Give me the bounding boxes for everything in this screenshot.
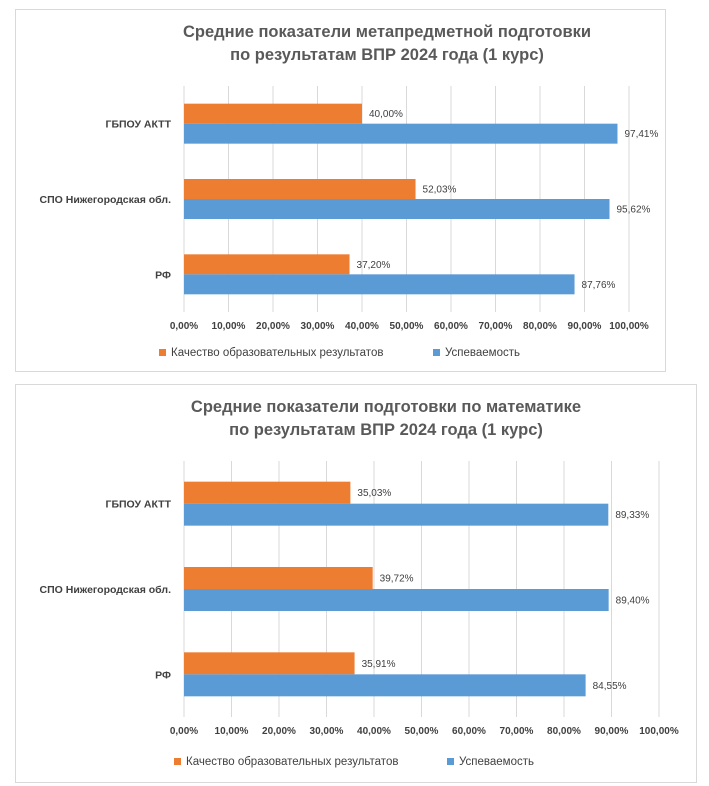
category-label: РФ xyxy=(155,269,171,281)
x-tick-label: 30,00% xyxy=(301,321,335,332)
x-tick-label: 40,00% xyxy=(345,321,379,332)
legend-label: Качество образовательных результатов xyxy=(186,756,398,768)
x-tick-label: 50,00% xyxy=(390,321,424,332)
x-tick-label: 0,00% xyxy=(170,726,198,737)
x-tick-label: 10,00% xyxy=(215,726,249,737)
bar-quality xyxy=(184,481,351,504)
x-tick-label: 90,00% xyxy=(568,321,602,332)
bar-success xyxy=(184,674,586,697)
data-label: 39,72% xyxy=(380,574,414,585)
category-label: СПО Нижегородская обл. xyxy=(40,194,172,206)
legend-label: Успеваемость xyxy=(445,347,520,359)
x-tick-label: 90,00% xyxy=(595,726,629,737)
data-label: 84,55% xyxy=(593,681,627,692)
x-tick-label: 0,00% xyxy=(170,321,198,332)
x-tick-label: 50,00% xyxy=(405,726,439,737)
bar-quality xyxy=(184,254,350,275)
x-tick-label: 80,00% xyxy=(523,321,557,332)
data-label: 95,62% xyxy=(617,205,651,216)
data-label: 52,03% xyxy=(423,185,457,196)
x-tick-label: 20,00% xyxy=(256,321,290,332)
data-label: 89,33% xyxy=(615,510,649,521)
x-tick-label: 80,00% xyxy=(547,726,581,737)
x-tick-label: 20,00% xyxy=(262,726,296,737)
data-label: 35,03% xyxy=(357,488,391,499)
x-tick-label: 100,00% xyxy=(639,726,679,737)
category-label: ГБПОУ АКТТ xyxy=(106,119,172,131)
legend-swatch-success xyxy=(433,349,440,356)
data-label: 97,41% xyxy=(624,129,658,140)
bar-success xyxy=(184,589,609,611)
category-label: СПО Нижегородская обл. xyxy=(40,584,172,596)
x-tick-label: 70,00% xyxy=(500,726,534,737)
legend-swatch-quality xyxy=(174,758,181,765)
bar-success xyxy=(184,199,610,219)
x-tick-label: 60,00% xyxy=(452,726,486,737)
legend-label: Успеваемость xyxy=(459,756,534,768)
legend-label: Качество образовательных результатов xyxy=(171,347,383,359)
chart-title-line-1: Средние показатели метапредметной подгот… xyxy=(183,23,591,41)
category-label: РФ xyxy=(155,669,171,681)
chart-title-line-2: по результатам ВПР 2024 года (1 курс) xyxy=(230,46,544,64)
x-tick-label: 40,00% xyxy=(357,726,391,737)
chart-math-svg: Средние показатели подготовки по математ… xyxy=(40,398,679,768)
data-label: 40,00% xyxy=(369,109,403,120)
bar-success xyxy=(184,503,609,526)
category-label: ГБПОУ АКТТ xyxy=(106,499,172,511)
x-tick-label: 100,00% xyxy=(609,321,649,332)
chart-metasubject: Средние показатели метапредметной подгот… xyxy=(15,9,666,372)
x-tick-label: 10,00% xyxy=(212,321,246,332)
chart-title-line-1: Средние показатели подготовки по математ… xyxy=(191,398,581,416)
chart-title-line-2: по результатам ВПР 2024 года (1 курс) xyxy=(229,421,543,439)
x-tick-label: 60,00% xyxy=(434,321,468,332)
x-tick-label: 30,00% xyxy=(310,726,344,737)
x-tick-label: 70,00% xyxy=(479,321,513,332)
bar-quality xyxy=(184,567,373,589)
bar-success xyxy=(184,123,618,144)
data-label: 37,20% xyxy=(357,260,391,271)
data-label: 87,76% xyxy=(582,280,616,291)
legend-swatch-quality xyxy=(159,349,166,356)
bar-quality xyxy=(184,652,355,675)
chart-metasubject-svg: Средние показатели метапредметной подгот… xyxy=(40,23,659,359)
bar-quality xyxy=(184,103,362,124)
bar-quality xyxy=(184,179,416,199)
bar-success xyxy=(184,274,575,295)
data-label: 89,40% xyxy=(616,596,650,607)
chart-math: Средние показатели подготовки по математ… xyxy=(15,384,697,783)
data-label: 35,91% xyxy=(362,659,396,670)
legend-swatch-success xyxy=(447,758,454,765)
